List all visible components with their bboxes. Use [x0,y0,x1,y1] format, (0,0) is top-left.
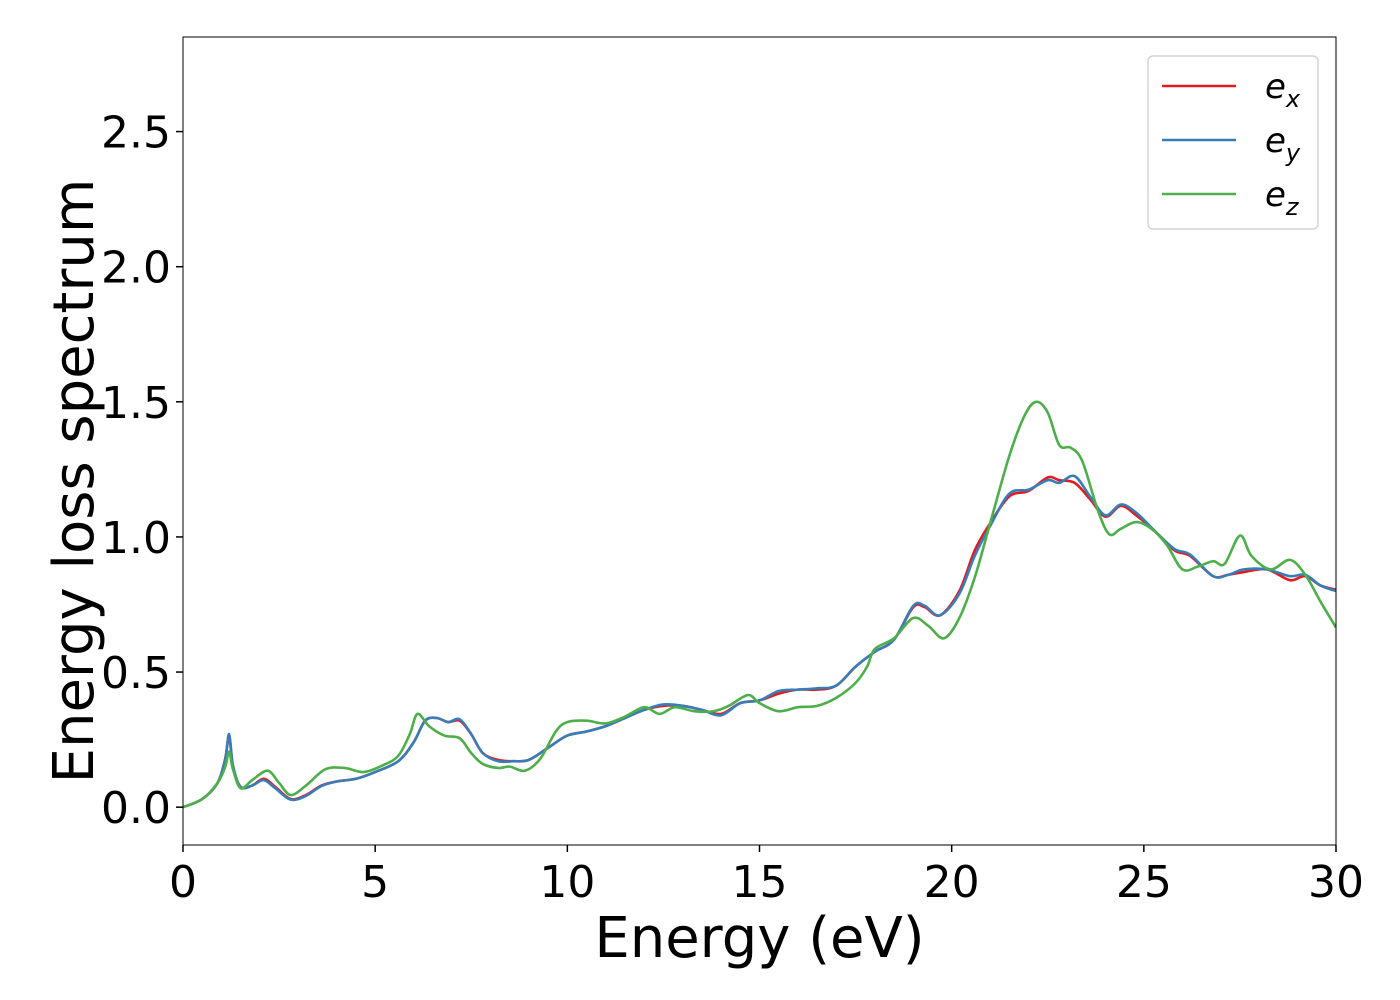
x-axis-title: Energy (eV) [594,906,924,971]
legend-label-main: e [1265,121,1286,161]
legend-entry-e-y: ey [1162,121,1301,167]
legend-label: ey [1265,121,1301,167]
x-tick-label: 5 [361,857,389,908]
legend-label-main: e [1265,67,1286,107]
y-tick-label: 0.5 [101,648,171,699]
legend-label-main: e [1265,175,1286,215]
y-tick-label: 1.0 [101,513,171,564]
plot-lines [183,400,1336,809]
y-tick-label: 1.5 [101,378,171,429]
x-tick-label: 15 [732,857,788,908]
legend-label: ez [1265,175,1300,221]
y-tick-label: 2.5 [101,108,171,159]
y-tick-label: 2.0 [101,243,171,294]
y-axis-title: Energy loss spectrum [42,179,107,784]
series-line-e-z [183,400,1336,809]
x-tick-label: 0 [169,857,197,908]
legend-label-subscript: x [1285,85,1301,113]
y-axis: 0.0 0.5 1.0 1.5 2.0 2.5 [101,108,183,834]
legend-label: ex [1265,67,1301,113]
legend-entry-e-z: ez [1162,175,1300,221]
x-tick-label: 20 [924,857,980,908]
series-line-e-y [183,474,1336,809]
x-tick-label: 10 [539,857,595,908]
legend-label-subscript: y [1285,139,1301,167]
y-tick-label: 0.0 [101,783,171,834]
x-tick-label: 25 [1116,857,1172,908]
legend-label-subscript: z [1285,193,1300,221]
legend-entry-e-x: ex [1162,67,1301,113]
x-axis: 0 5 10 15 20 25 30 [169,845,1364,908]
x-tick-label: 30 [1308,857,1364,908]
legend-box [1147,55,1319,230]
